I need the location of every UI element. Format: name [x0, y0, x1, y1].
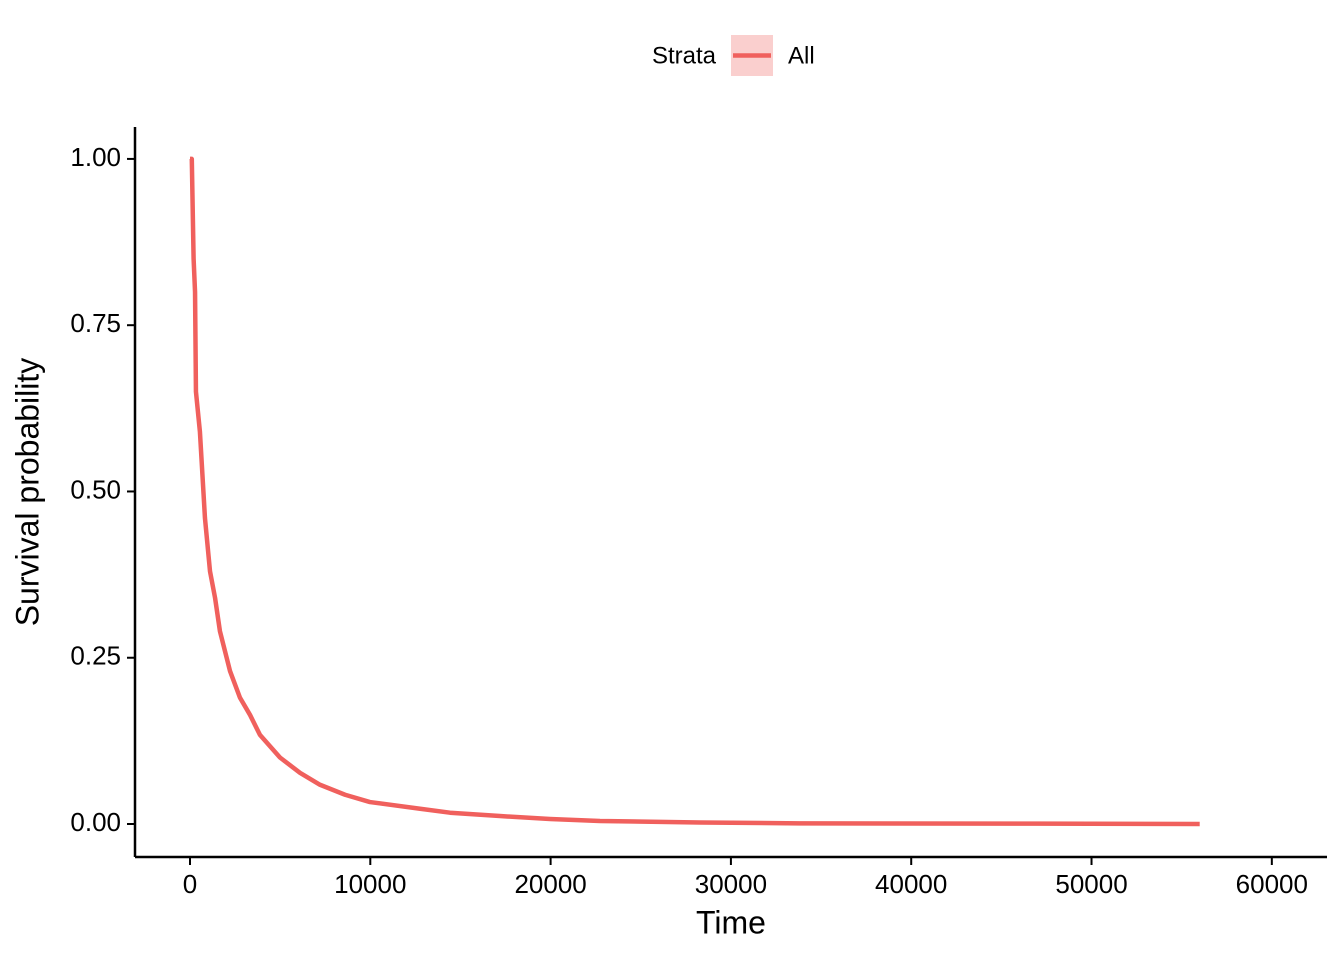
- y-tick-label: 0.75: [70, 308, 121, 338]
- x-tick-label: 10000: [334, 869, 406, 899]
- x-tick-label: 30000: [695, 869, 767, 899]
- y-tick-label: 0.50: [70, 474, 121, 504]
- survival-line: [189, 156, 1200, 827]
- x-tick-label: 60000: [1236, 869, 1308, 899]
- x-tick-label: 20000: [514, 869, 586, 899]
- x-tick-label: 0: [183, 869, 197, 899]
- legend-label: All: [788, 42, 815, 69]
- y-axis-title: Survival probability: [9, 358, 45, 627]
- x-tick-label: 50000: [1055, 869, 1127, 899]
- x-axis-title: Time: [696, 904, 766, 940]
- y-tick-label: 1.00: [70, 142, 121, 172]
- x-tick-label: 40000: [875, 869, 947, 899]
- y-tick-label: 0.00: [70, 807, 121, 837]
- legend-title: Strata: [652, 42, 717, 69]
- y-tick-label: 0.25: [70, 641, 121, 671]
